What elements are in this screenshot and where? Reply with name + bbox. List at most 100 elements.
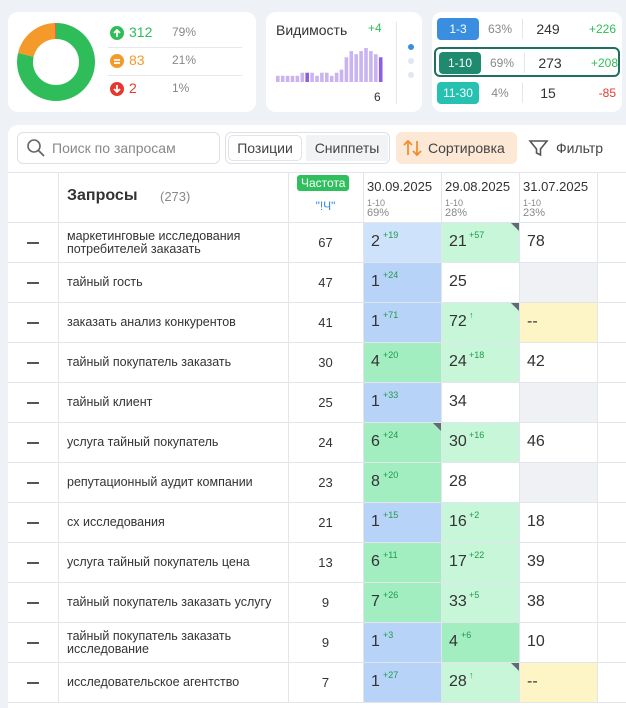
position: -- <box>527 673 538 690</box>
position-cell: 6 +24 <box>363 423 441 462</box>
position-cell: 7 +26 <box>363 583 441 622</box>
position-cell: 1 +33 <box>363 383 441 422</box>
position-delta: +19 <box>383 230 399 240</box>
group-count: 273 <box>538 55 562 71</box>
query-header: Запросы <box>67 187 138 204</box>
position-delta: +20 <box>383 470 399 480</box>
position-cell: 72 ↑ <box>441 303 519 342</box>
position-cell: 1 +3 <box>363 623 441 662</box>
collapse-toggle[interactable] <box>27 282 39 284</box>
collapse-toggle[interactable] <box>27 442 39 444</box>
position-cell: 24 +18 <box>441 343 519 382</box>
date: 29.08.2025 <box>445 179 511 194</box>
position-delta: +5 <box>469 590 480 600</box>
position-cell <box>519 463 597 502</box>
divider <box>396 22 397 104</box>
position-delta: +26 <box>383 590 399 600</box>
cell-corner <box>511 663 519 671</box>
date-range: 1-10 <box>367 198 386 208</box>
visibility-bar <box>339 69 344 82</box>
donut-segment <box>17 23 95 101</box>
group-share: 69% <box>489 56 515 70</box>
group-row[interactable]: 1-3 63% 249 +226 <box>434 15 620 45</box>
position-cell: 18 <box>519 503 597 542</box>
visibility-bar <box>344 57 349 82</box>
collapse-toggle[interactable] <box>27 242 39 244</box>
position-delta: +3 <box>383 630 394 640</box>
position-cell: 42 <box>519 343 597 382</box>
status-icon <box>110 82 124 96</box>
frequency: 30 <box>318 355 333 370</box>
visibility-bar <box>300 72 305 82</box>
date-range: 1-10 <box>445 198 464 208</box>
page-dot[interactable] <box>408 72 414 78</box>
position-cell: 28 ↑ <box>441 663 519 702</box>
page-dot[interactable] <box>408 58 414 64</box>
position-cell: 39 <box>519 543 597 582</box>
collapse-toggle[interactable] <box>27 402 39 404</box>
freq-header[interactable]: Частота <box>297 175 350 191</box>
group-range: 1-3 <box>437 18 479 40</box>
group-row[interactable]: 11-30 4% 15 -85 <box>434 79 620 109</box>
share: 79% <box>172 25 197 39</box>
position: 10 <box>527 633 545 650</box>
position-delta: +18 <box>469 350 485 360</box>
status-icon <box>110 26 124 40</box>
group-count: 15 <box>540 85 556 101</box>
frequency: 21 <box>318 515 333 530</box>
visibility-bar <box>276 75 280 82</box>
position-cell: 16 +2 <box>441 503 519 542</box>
visibility-bar <box>378 57 383 82</box>
row-line <box>8 422 626 423</box>
position-delta: +11 <box>383 550 398 560</box>
position-delta: +2 <box>469 510 480 520</box>
row-line <box>8 262 626 263</box>
search-placeholder: Поиск по запросам <box>52 140 176 156</box>
position: 1 <box>371 313 380 330</box>
sort-button[interactable]: Сортировка <box>396 132 517 164</box>
group-row[interactable]: 1-10 69% 273 +208 <box>434 47 620 77</box>
frequency: 9 <box>321 595 330 610</box>
row-line <box>8 462 626 463</box>
filter-button[interactable]: Фильтр <box>524 132 619 164</box>
position: 28 <box>449 473 467 490</box>
position: 46 <box>527 433 545 450</box>
visibility-bar <box>285 75 290 82</box>
position-cell: 10 <box>519 623 597 662</box>
position-cell: 30 +16 <box>441 423 519 462</box>
collapse-toggle[interactable] <box>27 562 39 564</box>
page-dot[interactable] <box>408 44 414 50</box>
row-divider <box>108 47 242 48</box>
tab[interactable]: Позиции <box>228 135 302 161</box>
position-cell: 6 +11 <box>363 543 441 582</box>
filter-label: Фильтр <box>556 140 604 156</box>
tab[interactable]: Сниппеты <box>306 135 388 161</box>
row-divider <box>108 75 242 76</box>
position: 34 <box>449 393 467 410</box>
query: маркетинговые исследования потребителей … <box>67 229 241 256</box>
position: 1 <box>371 673 380 690</box>
collapse-toggle[interactable] <box>27 522 39 524</box>
query: услуга тайный покупатель цена <box>67 555 250 570</box>
collapse-toggle[interactable] <box>27 642 39 644</box>
position-cell: 34 <box>441 383 519 422</box>
collapse-toggle[interactable] <box>27 602 39 604</box>
position-cell <box>519 383 597 422</box>
position-cell: -- <box>519 663 597 702</box>
collapse-toggle[interactable] <box>27 482 39 484</box>
share: 21% <box>172 53 197 67</box>
collapse-toggle[interactable] <box>27 322 39 324</box>
visibility-bar <box>280 75 285 82</box>
visibility-bar <box>359 51 363 82</box>
row-line <box>8 222 626 223</box>
col-line <box>288 172 289 702</box>
collapse-toggle[interactable] <box>27 682 39 684</box>
col-line <box>519 172 520 702</box>
group-divider <box>522 83 523 103</box>
search-box[interactable]: Поиск по запросам <box>17 132 220 164</box>
query: тайный покупатель заказать <box>67 355 232 370</box>
position-cell: 1 +27 <box>363 663 441 702</box>
visibility-bar <box>295 75 300 82</box>
position: 78 <box>527 233 545 250</box>
collapse-toggle[interactable] <box>27 362 39 364</box>
